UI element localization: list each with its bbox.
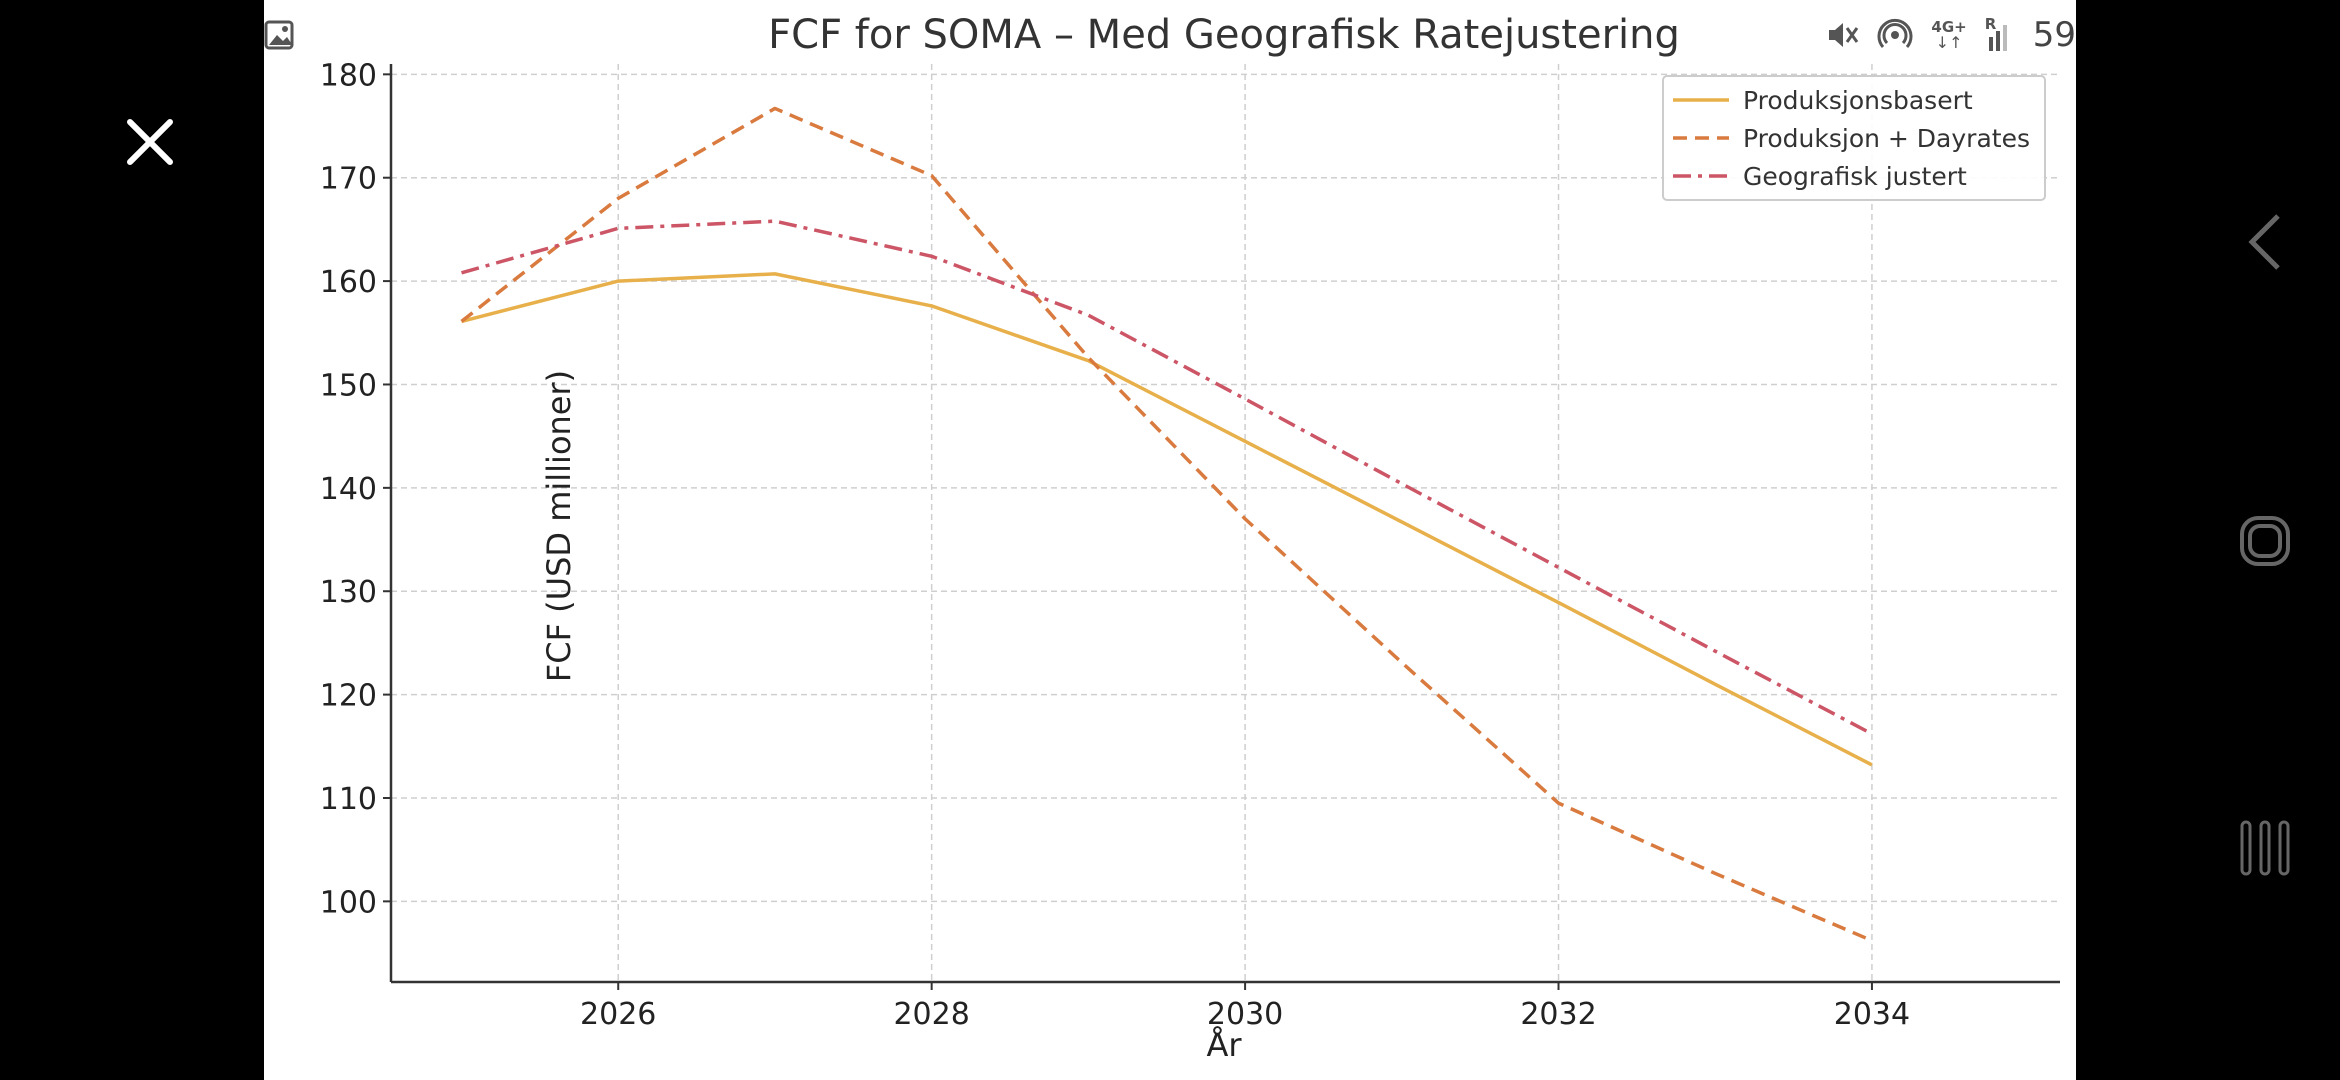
y-axis-label: FCF (USD millioner) <box>540 370 578 682</box>
close-icon[interactable] <box>120 112 180 172</box>
legend-box <box>1662 75 2046 201</box>
x-tick-label: 2034 <box>1834 997 1910 1032</box>
signal-icon: R <box>1984 15 2015 53</box>
x-axis-label: År <box>1206 1026 1242 1064</box>
home-icon[interactable] <box>2238 514 2292 568</box>
x-tick-label: 2032 <box>1520 997 1596 1032</box>
y-tick-label: 100 <box>320 885 377 920</box>
image-icon[interactable] <box>264 18 294 52</box>
series-line-3 <box>461 219 1873 736</box>
y-tick-label: 170 <box>320 162 377 197</box>
back-chevron-icon[interactable] <box>2244 212 2284 272</box>
x-tick-label: 2028 <box>893 997 969 1032</box>
roaming-label: R <box>1984 15 1997 33</box>
y-tick-label: 130 <box>320 575 377 610</box>
network-4g-icon: 4G+ ↓↑ <box>1931 19 1966 51</box>
mute-icon <box>1829 23 1859 47</box>
grid <box>391 64 2060 982</box>
x-tick-label: 2030 <box>1207 997 1283 1032</box>
network-label: 4G+ <box>1931 18 1967 36</box>
y-tick-label: 110 <box>320 782 377 817</box>
data-arrows: ↓↑ <box>1935 33 1963 52</box>
series-lines <box>460 106 1873 943</box>
status-bar: 4G+ ↓↑ R 59 <box>1825 10 2076 60</box>
recents-icon[interactable] <box>2240 820 2290 876</box>
hotspot-icon <box>1877 18 1913 48</box>
y-tick-label: 180 <box>320 58 377 93</box>
legend-label: Produksjon + Dayrates <box>1743 124 2030 153</box>
x-tick-label: 2026 <box>580 997 656 1032</box>
image-viewer: 100 110 120 130 140 150 160 170 180 2026 2028 2030 2… <box>264 0 2076 1080</box>
series-line-2 <box>460 106 1873 943</box>
y-tick-label: 140 <box>320 472 377 507</box>
legend: Produksjonsbasert Produksjon + Dayrates Ge… <box>1662 75 2046 201</box>
tick-labels: 100 110 120 130 140 150 160 170 180 2026 2028 2030 2… <box>320 58 1910 1032</box>
chart-title: FCF for SOMA – Med Geografisk Ratejuster… <box>768 12 1680 58</box>
axes <box>383 64 2060 990</box>
legend-label: Geografisk justert <box>1743 162 1967 191</box>
battery-percent: 59 <box>2032 15 2076 55</box>
legend-label: Produksjonsbasert <box>1743 86 1973 115</box>
y-tick-label: 160 <box>320 265 377 300</box>
line-chart: 100 110 120 130 140 150 160 170 180 2026 2028 2030 2… <box>320 12 2060 1064</box>
y-tick-label: 150 <box>320 368 377 403</box>
series-line-1 <box>461 272 1873 767</box>
y-tick-label: 120 <box>320 679 377 714</box>
